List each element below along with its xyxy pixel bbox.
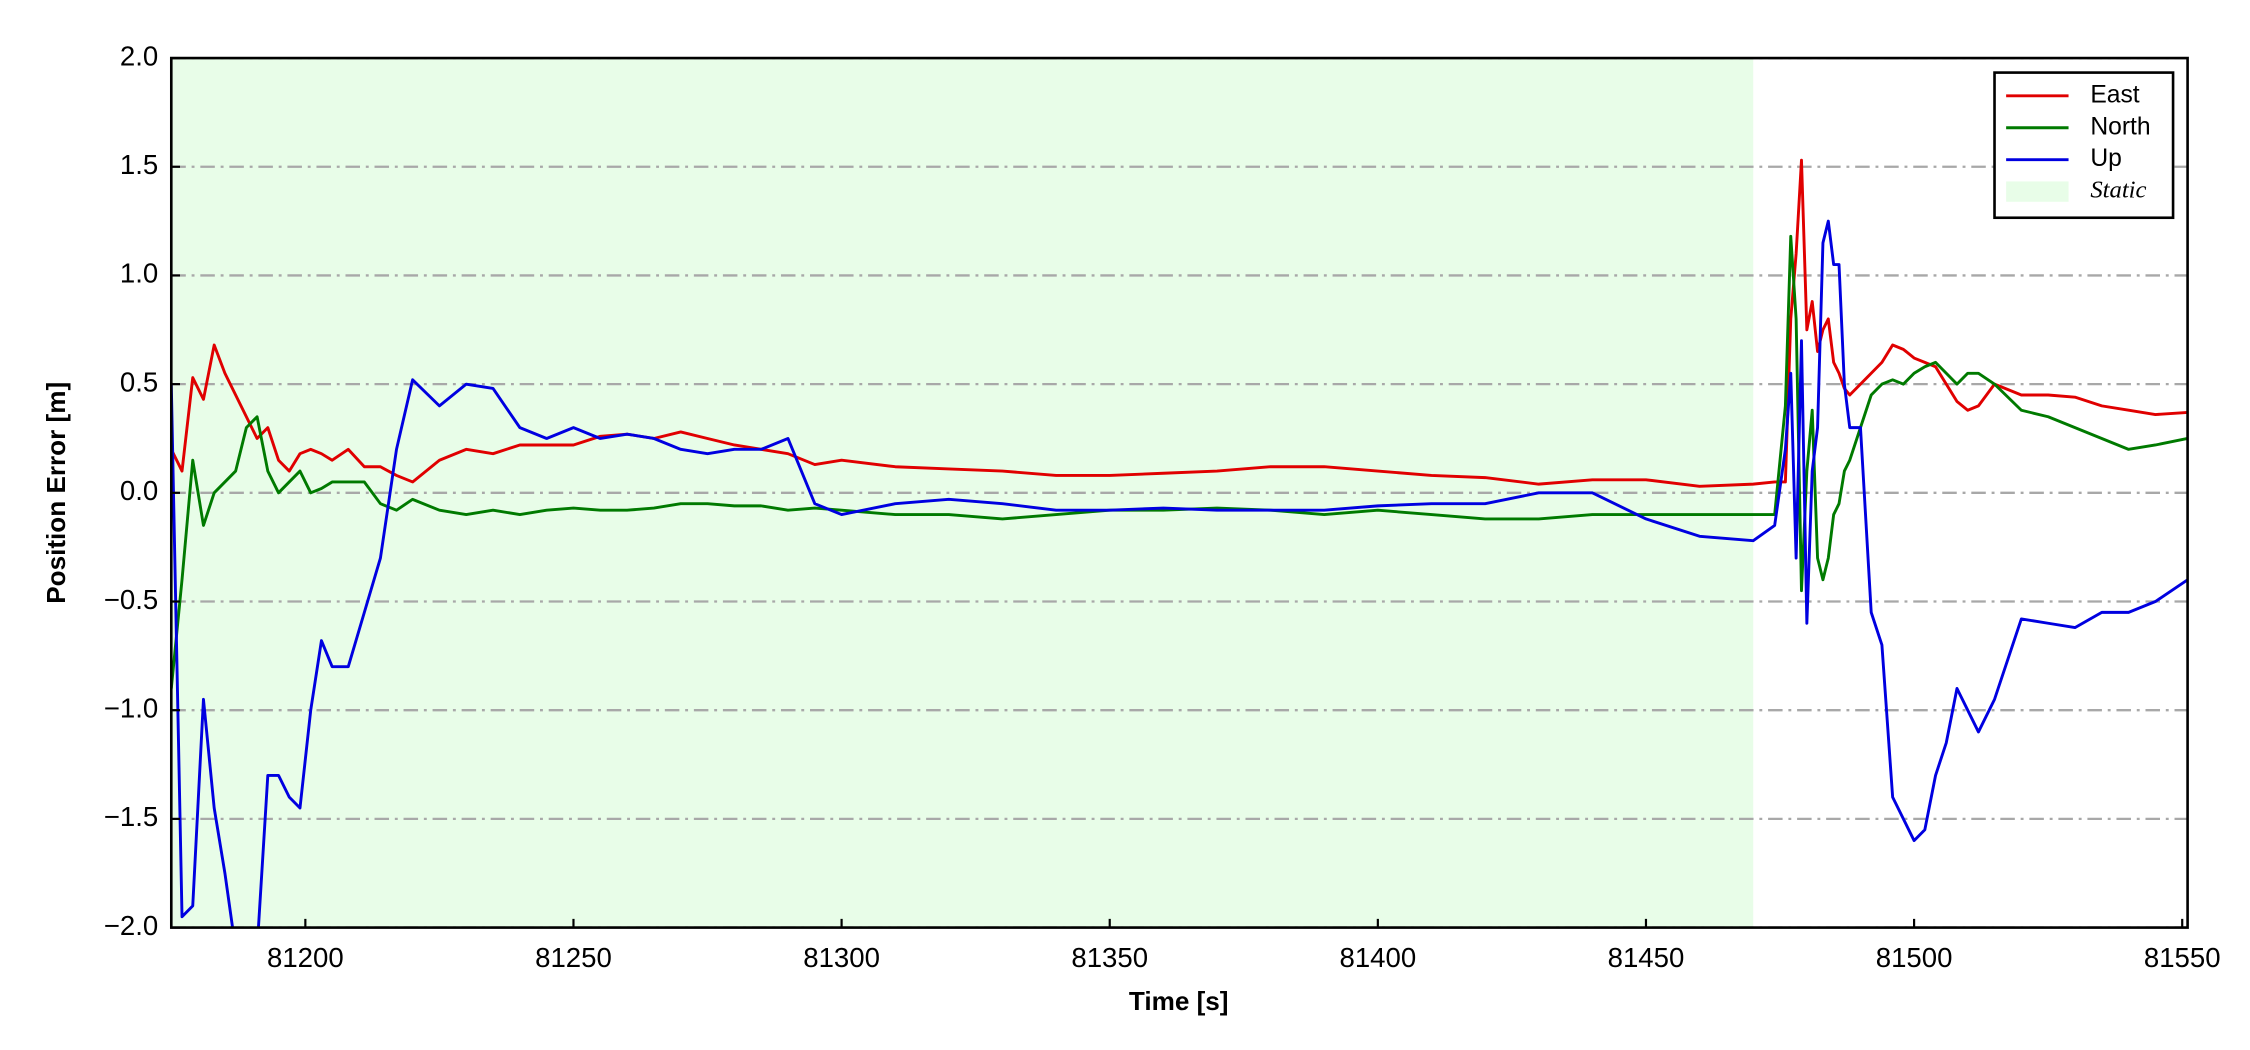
y-tick-label: 1.5: [120, 149, 158, 180]
legend-label: North: [2090, 113, 2150, 140]
legend-label: Static: [2090, 176, 2146, 203]
series-line: [171, 219, 2188, 928]
x-tick-label: 81300: [803, 942, 880, 973]
x-tick-label: 81550: [2144, 942, 2221, 973]
legend-swatch: [2006, 181, 2069, 202]
y-tick-label: −1.0: [104, 692, 158, 723]
x-axis-label: Time [s]: [1129, 986, 1229, 1016]
x-tick-label: 81450: [1608, 942, 1685, 973]
y-tick-label: −0.5: [104, 584, 158, 615]
y-axis-label: Position Error [m]: [41, 382, 71, 604]
y-tick-label: 0.0: [120, 475, 158, 506]
x-tick-label: 81400: [1339, 942, 1416, 973]
x-tick-label: 81500: [1876, 942, 1953, 973]
series-line: [171, 158, 2188, 488]
legend: East North Up Static: [1993, 71, 2175, 220]
plot-area: [171, 58, 2188, 928]
x-tick-label: 81200: [267, 942, 344, 973]
y-tick-label: 2.0: [120, 40, 158, 71]
y-tick-label: −1.5: [104, 801, 158, 832]
y-tick-label: 0.5: [120, 366, 158, 397]
legend-label: East: [2090, 81, 2139, 108]
plot-frame: [169, 56, 2189, 929]
y-tick-label: −2.0: [104, 910, 158, 941]
x-tick-label: 81350: [1071, 942, 1148, 973]
y-tick-label: 1.0: [120, 258, 158, 289]
axes: −2.0 −1.5 −1.0 −0.5 0.0 0.5 1.0 1.5 2.0 81200 8125…: [104, 40, 2221, 972]
x-tick-label: 81250: [535, 942, 612, 973]
legend-label: Up: [2090, 145, 2122, 172]
